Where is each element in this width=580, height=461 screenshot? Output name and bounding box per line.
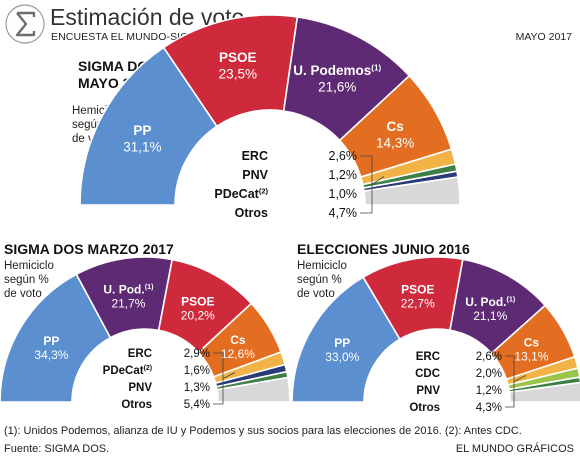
slice-pp: [79, 46, 218, 206]
slice-label-psoe: PSOE: [181, 295, 214, 309]
list-label-erc: ERC: [416, 351, 440, 363]
publication-date: MAYO 2017: [515, 31, 572, 43]
small-parties-bracket: [213, 352, 236, 405]
slice-otros: [216, 376, 291, 403]
footnote: (1): Unidos Podemos, alianza de IU y Pod…: [4, 425, 522, 437]
list-value-pnv: 1,2%: [476, 385, 502, 397]
list-value-erc: 2,6%: [476, 351, 502, 363]
chart-3-subtitle: Hemiciclo según % de voto: [297, 260, 347, 300]
slice-otros: [363, 176, 461, 206]
small-parties-bracket: [360, 155, 385, 214]
list-value-erc: 2,6%: [329, 149, 358, 163]
list-label-erc: ERC: [128, 348, 152, 360]
chart-2-title: SIGMA DOS MARZO 2017: [4, 241, 174, 257]
slice-label-u-pod: U. Pod.(1): [465, 295, 516, 309]
slice-label-pp: PP: [43, 334, 59, 348]
list-value-pnv: 1,2%: [329, 168, 358, 182]
list-value-erc: 2,9%: [184, 348, 210, 360]
list-label-otros: Otros: [409, 402, 440, 414]
chart-1: PP 31,1% PSOE 23,5% U. Podemos(1) 21,6% Cs14,3…: [79, 14, 461, 220]
slice-value-psoe: 22,7%: [401, 297, 435, 311]
list-value-cdc: 2,0%: [476, 368, 502, 380]
small-parties-bracket: [505, 355, 527, 408]
slice-label-cs: Cs: [387, 119, 404, 134]
list-value-pdecat: 1,6%: [184, 365, 210, 377]
list-label-cdc: CDC: [415, 368, 440, 380]
slice-value-psoe: 20,2%: [181, 309, 215, 323]
slice-value-cs: 14,3%: [376, 135, 414, 150]
slice-value-psoe: 23,5%: [219, 67, 257, 82]
list-label-otros: Otros: [121, 399, 152, 411]
list-label-otros: Otros: [235, 206, 268, 220]
slice-value-u-podemos: 21,6%: [318, 80, 356, 95]
list-label-pdecat: PDeCat(2): [103, 365, 152, 377]
sigma-dos-logo-icon: [5, 4, 45, 44]
slice-label-pp: PP: [133, 123, 151, 138]
slice-label-psoe: PSOE: [401, 283, 434, 297]
list-label-pnv: PNV: [128, 382, 152, 394]
slice-label-u-pod: U. Pod.(1): [103, 282, 154, 296]
slice-label-pp: PP: [334, 336, 350, 350]
slice-label-cs: Cs: [524, 336, 540, 350]
source-note: Fuente: SIGMA DOS.: [4, 443, 110, 455]
list-value-otros: 4,7%: [329, 206, 358, 220]
list-label-pnv: PNV: [416, 385, 440, 397]
list-label-pnv: PNV: [242, 168, 268, 182]
slice-otros: [508, 381, 580, 403]
slice-value-pp: 34,3%: [34, 348, 68, 362]
slice-value-pp: 33,0%: [325, 350, 359, 364]
slice-label-u-podemos: U. Podemos(1): [293, 63, 381, 78]
list-label-pdecat: PDeCat(2): [214, 187, 268, 201]
slice-value-u-pod: 21,7%: [111, 296, 145, 310]
list-value-pnv: 1,3%: [184, 382, 210, 394]
list-value-otros: 5,4%: [184, 399, 210, 411]
slice-value-u-pod: 21,1%: [473, 309, 507, 323]
list-value-otros: 4,3%: [476, 402, 502, 414]
slice-label-cs: Cs: [230, 333, 246, 347]
slice-value-cs: 13,1%: [514, 350, 548, 364]
slice-label-psoe: PSOE: [219, 50, 257, 65]
slice-value-cs: 12,6%: [221, 347, 255, 361]
list-value-pdecat: 1,0%: [329, 187, 358, 201]
chart-2-subtitle: Hemiciclo según % de voto: [4, 260, 54, 300]
chart-3-title: ELECCIONES JUNIO 2016: [297, 241, 470, 257]
list-label-erc: ERC: [242, 149, 268, 163]
credit-note: EL MUNDO GRÁFICOS: [455, 443, 574, 455]
slice-value-pp: 31,1%: [123, 140, 161, 155]
